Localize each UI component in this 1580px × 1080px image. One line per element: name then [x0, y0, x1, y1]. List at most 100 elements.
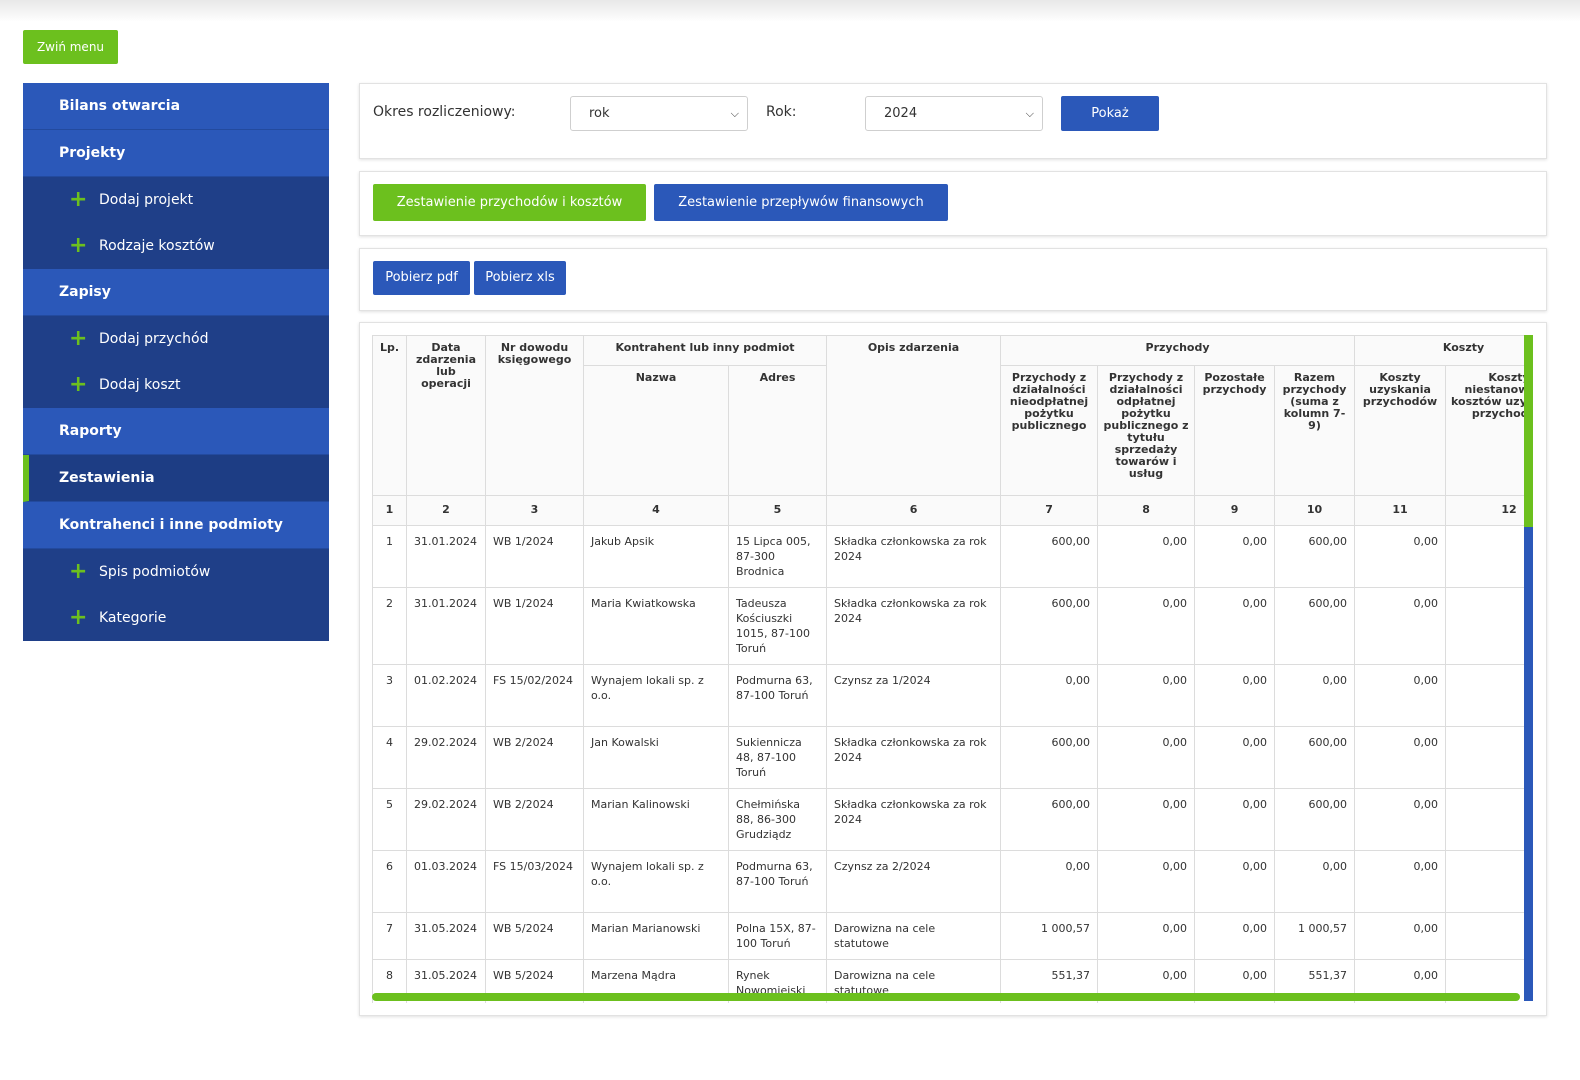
- chevron-down-icon: ⌵: [730, 107, 739, 120]
- table-cell: WB 2/2024: [485, 788, 584, 851]
- header-costs: Koszty: [1354, 335, 1532, 366]
- report-type-panel: Zestawienie przychodów i kosztów Zestawi…: [359, 171, 1547, 236]
- table-cell: 0,00: [1097, 788, 1196, 851]
- table-cell: 2: [372, 587, 407, 665]
- table-cell: 0,00: [1097, 587, 1196, 665]
- sidebar-item-add-project[interactable]: + Dodaj projekt: [23, 177, 329, 223]
- table-cell: Składka członkowska za rok 2024: [826, 525, 1002, 588]
- table-cell: WB 5/2024: [485, 912, 584, 960]
- table-cell: 0,00: [1194, 912, 1276, 960]
- header-inc8: Przychody z działalności odpłatnej pożyt…: [1097, 365, 1196, 496]
- sidebar-item-label: Dodaj projekt: [99, 192, 194, 208]
- table-body: 1 2 3 4 5 6 7 8 9 10 11 12 1 31.01.2024 WB…: [372, 495, 1532, 1003]
- table-cell: 0,00: [1354, 664, 1447, 727]
- table-cell: 0,00: [1354, 587, 1447, 665]
- toggle-menu-button[interactable]: Zwiń menu: [23, 30, 118, 64]
- table-cell: 0,00: [1354, 850, 1447, 913]
- chevron-down-icon: ⌵: [1025, 107, 1034, 120]
- table-cell: Wynajem lokali sp. z o.o.: [583, 664, 729, 727]
- sidebar-item-label: Spis podmiotów: [99, 564, 211, 580]
- column-number: 9: [1194, 495, 1276, 526]
- header-date: Data zdarzenia lub operacji: [406, 335, 486, 496]
- column-number: 11: [1354, 495, 1447, 526]
- table-cell: 5: [372, 788, 407, 851]
- show-button[interactable]: Pokaż: [1061, 96, 1159, 131]
- table-cell: 600,00: [1000, 587, 1099, 665]
- column-number: 4: [583, 495, 729, 526]
- sidebar-item-entries[interactable]: Zapisy: [23, 269, 329, 316]
- sidebar-item-entity-list[interactable]: + Spis podmiotów: [23, 549, 329, 595]
- table-cell: 500,00: [1445, 664, 1532, 727]
- table-cell: 600,00: [1274, 788, 1356, 851]
- table-cell: 15 Lipca 005, 87-300 Brodnica: [727, 525, 828, 588]
- table-cell: Polna 15X, 87-100 Toruń: [727, 912, 828, 960]
- cash-flows-report-button[interactable]: Zestawienie przepływów finansowych: [654, 184, 948, 221]
- sidebar-item-statements[interactable]: Zestawienia: [23, 455, 329, 502]
- sidebar-item-projects[interactable]: Projekty: [23, 130, 329, 177]
- table-cell: 0,00: [1194, 850, 1276, 913]
- table-row: 4 29.02.2024 WB 2/2024 Jan Kowalski Sukienni…: [372, 726, 1532, 789]
- vertical-scrollbar-thumb[interactable]: [1524, 335, 1533, 527]
- header-cost11: Koszty uzyskania przychodów: [1354, 365, 1447, 496]
- table-cell: Chełmińska 88, 86-300 Grudziądz: [727, 788, 828, 851]
- table-cell: 1 000,57: [1000, 912, 1099, 960]
- sidebar-item-categories[interactable]: + Kategorie: [23, 595, 329, 641]
- table-cell: Podmurna 63, 87-100 Toruń: [727, 850, 828, 913]
- column-number: 10: [1274, 495, 1356, 526]
- table-cell: Składka członkowska za rok 2024: [826, 587, 1002, 665]
- download-pdf-button[interactable]: Pobierz pdf: [373, 261, 470, 295]
- table-scroll-area[interactable]: Lp. Data zdarzenia lub operacji Nr dowod…: [372, 335, 1532, 1003]
- header-lp: Lp.: [372, 335, 407, 496]
- period-select[interactable]: rok ⌵: [570, 96, 748, 131]
- table-cell: 600,00: [1274, 726, 1356, 789]
- table-cell: 01.02.2024: [406, 664, 486, 727]
- table-cell: Marian Marianowski: [583, 912, 729, 960]
- period-select-value: rok: [589, 106, 610, 121]
- sidebar-item-reports[interactable]: Raporty: [23, 408, 329, 455]
- vertical-scrollbar-track[interactable]: [1524, 335, 1533, 1001]
- income-costs-report-button[interactable]: Zestawienie przychodów i kosztów: [373, 184, 646, 221]
- plus-icon: +: [69, 605, 88, 630]
- table-cell: 0,00: [1445, 587, 1532, 665]
- column-number: 6: [826, 495, 1002, 526]
- table-cell: 0,00: [1000, 850, 1099, 913]
- table-cell: 1 000,57: [1274, 912, 1356, 960]
- table-cell: FS 15/03/2024: [485, 850, 584, 913]
- header-cost12: Koszty niestanowiące kosztów uzyskania p…: [1445, 365, 1532, 496]
- horizontal-scrollbar-thumb[interactable]: [372, 993, 1520, 1001]
- sidebar-item-contractors[interactable]: Kontrahenci i inne podmioty: [23, 502, 329, 549]
- sidebar-item-cost-types[interactable]: + Rodzaje kosztów: [23, 223, 329, 269]
- table-cell: 600,00: [1274, 525, 1356, 588]
- table-cell: 0,00: [1097, 525, 1196, 588]
- table-cell: 0,00: [1194, 726, 1276, 789]
- column-number: 1: [372, 495, 407, 526]
- sidebar-item-add-cost[interactable]: + Dodaj koszt: [23, 362, 329, 408]
- sidebar-item-add-income[interactable]: + Dodaj przychód: [23, 316, 329, 362]
- table-cell: 29.02.2024: [406, 726, 486, 789]
- table-cell: Czynsz za 2/2024: [826, 850, 1002, 913]
- period-label: Okres rozliczeniowy:: [373, 104, 516, 120]
- table-cell: 600,00: [1274, 587, 1356, 665]
- year-select-value: 2024: [884, 106, 918, 121]
- table-cell: 0,00: [1354, 788, 1447, 851]
- table-cell: Składka członkowska za rok 2024: [826, 788, 1002, 851]
- header-income: Przychody: [1000, 335, 1356, 366]
- table-cell: 0,00: [1274, 664, 1356, 727]
- download-xls-button[interactable]: Pobierz xls: [474, 261, 566, 295]
- year-select[interactable]: 2024 ⌵: [865, 96, 1043, 131]
- header-address: Adres: [727, 365, 828, 496]
- table-cell: Sukiennicza 48, 87-100 Toruń: [727, 726, 828, 789]
- table-cell: 31.01.2024: [406, 525, 486, 588]
- table-cell: 0,00: [1445, 912, 1532, 960]
- sidebar-item-label: Kategorie: [99, 610, 167, 626]
- table-cell: Jakub Apsik: [583, 525, 729, 588]
- table-cell: 01.03.2024: [406, 850, 486, 913]
- sidebar-item-opening-balance[interactable]: Bilans otwarcia: [23, 83, 329, 130]
- table-cell: FS 15/02/2024: [485, 664, 584, 727]
- plus-icon: +: [69, 233, 88, 258]
- sidebar-item-label: Dodaj przychód: [99, 331, 209, 347]
- header-name: Nazwa: [583, 365, 729, 496]
- header-desc: Opis zdarzenia: [826, 335, 1002, 496]
- table-cell: Tadeusza Kościuszki 1015, 87-100 Toruń: [727, 587, 828, 665]
- table-cell: 0,00: [1097, 664, 1196, 727]
